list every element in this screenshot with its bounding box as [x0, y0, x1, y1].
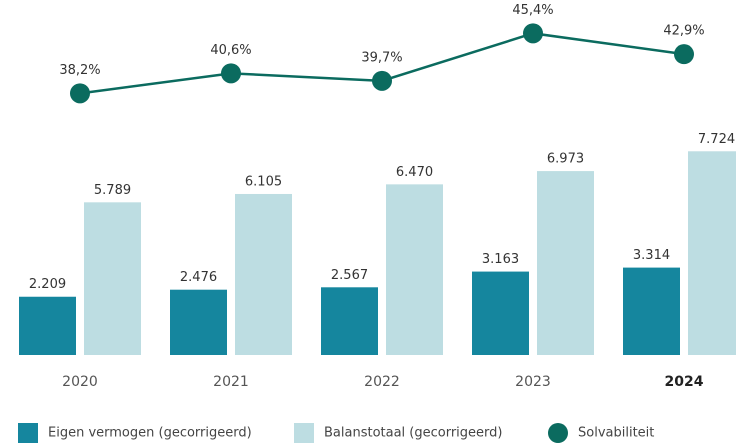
- value-label: 40,6%: [210, 43, 251, 58]
- x-tick-label: 2024: [665, 374, 704, 390]
- legend-marker: [18, 423, 38, 443]
- legend-label: Balanstotaal (gecorrigeerd): [324, 426, 502, 441]
- value-label: 38,2%: [59, 63, 100, 78]
- x-tick-label: 2022: [364, 374, 400, 390]
- legend-label: Eigen vermogen (gecorrigeerd): [48, 426, 252, 441]
- bar: [170, 289, 227, 355]
- bar: [688, 151, 736, 355]
- bar: [386, 184, 443, 355]
- bar: [623, 267, 680, 355]
- value-label: 2.476: [180, 270, 217, 285]
- value-label: 6.973: [547, 152, 584, 167]
- line-point: [70, 83, 90, 104]
- value-label: 42,9%: [663, 24, 704, 39]
- line-point: [674, 44, 694, 65]
- bar: [235, 193, 292, 355]
- value-label: 45,4%: [512, 3, 553, 18]
- value-label: 3.314: [633, 248, 670, 263]
- legend-marker: [294, 423, 314, 443]
- value-label: 39,7%: [361, 50, 402, 65]
- x-tick-label: 2023: [515, 374, 551, 390]
- line-point: [523, 23, 543, 44]
- bar: [321, 287, 378, 355]
- x-tick-label: 2021: [213, 374, 249, 390]
- x-tick-label: 2020: [62, 374, 98, 390]
- legend-marker: [548, 423, 568, 443]
- value-label: 5.789: [94, 183, 131, 198]
- value-label: 2.567: [331, 268, 368, 283]
- legend-label: Solvabiliteit: [578, 426, 654, 441]
- value-label: 3.163: [482, 252, 519, 267]
- bar: [84, 202, 141, 355]
- bar: [19, 296, 76, 355]
- value-label: 6.105: [245, 174, 282, 189]
- line-point: [221, 63, 241, 84]
- bar: [472, 271, 529, 355]
- line-point: [372, 70, 392, 91]
- value-label: 7.724: [698, 132, 735, 147]
- bar: [537, 171, 594, 355]
- value-label: 6.470: [396, 165, 433, 180]
- value-label: 2.209: [29, 277, 66, 292]
